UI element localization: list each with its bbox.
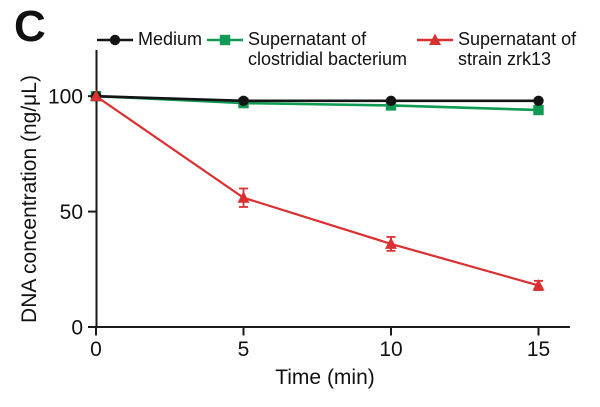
panel-label: C	[14, 2, 46, 51]
legend-square-icon	[207, 34, 243, 46]
data-point-square	[533, 104, 544, 116]
data-point-circle	[533, 95, 544, 106]
legend-label: Medium	[138, 29, 203, 49]
x-tick-label: 5	[238, 338, 250, 361]
series-line	[95, 95, 539, 287]
data-point-triangle	[90, 89, 102, 102]
legend-item-0: Medium	[97, 29, 202, 49]
legend-item-1: Supernatant of clostridial bacterium	[207, 29, 407, 69]
y-axis-title: DNA concentration (ng/μL)	[18, 75, 41, 323]
y-tick-label: 100	[48, 86, 83, 109]
x-axis-title: Time (min)	[275, 366, 375, 389]
legend-circle-icon	[97, 34, 133, 46]
series-line	[95, 94, 539, 103]
legend-label: Supernatant of clostridial bacterium	[248, 29, 408, 69]
x-tick-label: 0	[90, 338, 102, 361]
x-tick-label: 10	[379, 338, 402, 361]
legend-label: Supernatant of strain zrk13	[458, 29, 577, 69]
data-point-circle	[238, 95, 249, 106]
x-tick-label: 15	[527, 338, 550, 361]
data-point-triangle	[237, 191, 250, 203]
legend-triangle-icon	[417, 33, 453, 45]
y-tick-label: 0	[71, 317, 83, 340]
data-point-triangle	[532, 278, 545, 291]
data-point-circle	[385, 95, 397, 106]
y-tick-label: 50	[60, 201, 83, 224]
data-point-triangle	[385, 237, 397, 249]
legend-item-2: Supernatant of strain zrk13	[417, 29, 576, 69]
